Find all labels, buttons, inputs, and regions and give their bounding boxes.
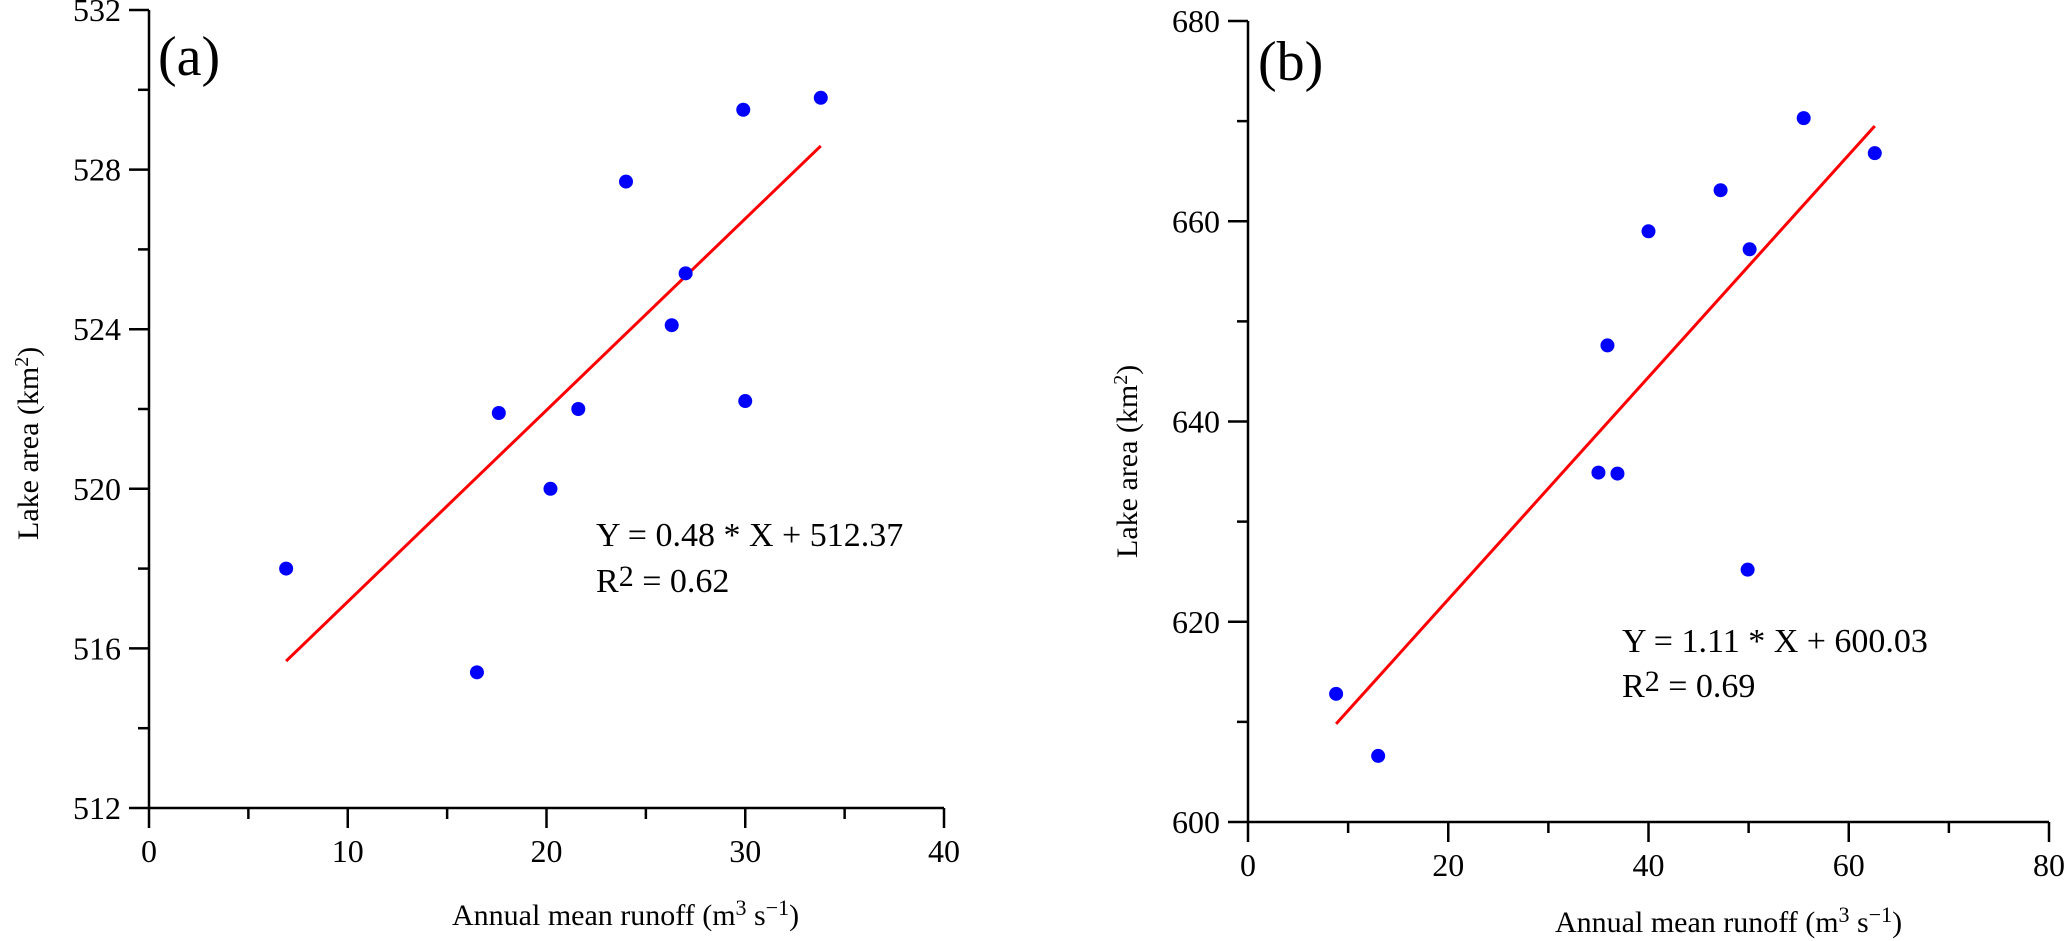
regression-equation-a: Y = 0.48 * X + 512.37: [596, 517, 903, 554]
data-point-a: [813, 90, 828, 105]
y-tick-label-b: 600: [1172, 804, 1220, 840]
data-point-b: [1867, 146, 1882, 161]
y-axis-label-b: Lake area (km2): [1110, 365, 1144, 558]
y-tick-label-b: 660: [1172, 203, 1220, 239]
y-tick-label-a: 528: [73, 152, 121, 188]
r2-value-b: = 0.69: [1660, 668, 1756, 705]
data-point-a: [469, 665, 484, 680]
data-point-b: [1742, 242, 1757, 257]
x-axis-label-close-a: ): [789, 899, 799, 932]
data-point-b: [1713, 183, 1728, 198]
r2-prefix-a: R: [596, 563, 619, 600]
r2-value-a: = 0.62: [634, 563, 730, 600]
data-point-a: [491, 405, 506, 420]
x-tick-label-a: 40: [928, 833, 960, 869]
y-tick-label-a: 516: [73, 630, 121, 666]
x-tick-label-b: 40: [1633, 847, 1665, 883]
x-axis-label-main-a: Annual mean runoff (m: [452, 899, 736, 932]
y-axis-label-main-a: Lake area (km: [12, 367, 45, 540]
r2-prefix-b: R: [1622, 668, 1645, 705]
data-point-b: [1641, 224, 1656, 239]
data-point-b: [1610, 466, 1625, 481]
r-squared-a: R2 = 0.62: [596, 560, 729, 600]
data-point-b: [1329, 686, 1344, 701]
data-point-b: [1600, 338, 1615, 353]
y-tick-label-b: 680: [1172, 3, 1220, 39]
x-tick-label-b: 20: [1432, 847, 1464, 883]
y-tick-label-b: 620: [1172, 604, 1220, 640]
y-axis-label-a: Lake area (km2): [11, 347, 45, 540]
panel-label-a: (a): [158, 26, 220, 88]
x-axis-label-close-b: ): [1892, 906, 1902, 939]
r2-sup-b: 2: [1645, 665, 1660, 698]
chart-panel-b: 600 620 640 660 680 0 20 40 60 80 (b) Y = 1.11 * …: [1110, 3, 2065, 939]
data-point-b: [1371, 748, 1386, 763]
x-tick-label-b: 0: [1240, 847, 1256, 883]
x-axis-label-unit-b: s: [1857, 906, 1869, 939]
data-point-a: [664, 318, 679, 333]
y-tick-label-a: 520: [73, 471, 121, 507]
data-point-a: [738, 394, 753, 409]
data-point-a: [279, 561, 294, 576]
x-tick-label-a: 10: [332, 833, 364, 869]
regression-equation-b: Y = 1.11 * X + 600.03: [1622, 623, 1928, 660]
y-tick-label-b: 640: [1172, 404, 1220, 440]
data-point-a: [543, 481, 558, 496]
x-axis-label-main-b: Annual mean runoff (m: [1555, 906, 1839, 939]
y-tick-label-a: 532: [73, 0, 121, 28]
x-tick-label-a: 20: [531, 833, 563, 869]
x-axis-label-unit-a: s: [754, 899, 766, 932]
x-axis-label-b: Annual mean runoff (m3 s−1): [1555, 902, 1902, 939]
x-tick-label-a: 0: [141, 833, 157, 869]
data-point-a: [619, 174, 633, 189]
x-tick-label-b: 80: [2033, 847, 2065, 883]
r-squared-b: R2 = 0.69: [1622, 665, 1755, 705]
data-point-b: [1796, 111, 1811, 126]
x-tick-label-a: 30: [729, 833, 761, 869]
data-point-b: [1591, 465, 1606, 480]
panel-label-b: (b): [1258, 31, 1323, 93]
y-axis-label-main-b: Lake area (km: [1111, 385, 1144, 558]
y-tick-label-a: 524: [73, 311, 121, 347]
x-tick-label-b: 60: [1833, 847, 1865, 883]
y-axis-label-close-b: ): [1111, 365, 1144, 375]
chart-panel-a: 512 516 520 524 528 532 0 10 20 30 40 (a) Y = 0.48…: [11, 0, 960, 932]
regression-line-a: [285, 144, 822, 663]
data-point-a: [678, 266, 693, 281]
y-axis-label-close-a: ): [12, 347, 45, 357]
x-axis-label-a: Annual mean runoff (m3 s−1): [452, 895, 799, 932]
regression-line-b: [1334, 124, 1876, 725]
r2-sup-a: 2: [619, 560, 634, 593]
data-point-b: [1740, 562, 1755, 577]
y-tick-label-a: 512: [73, 790, 121, 826]
data-point-a: [736, 102, 751, 117]
data-point-a: [571, 402, 586, 416]
